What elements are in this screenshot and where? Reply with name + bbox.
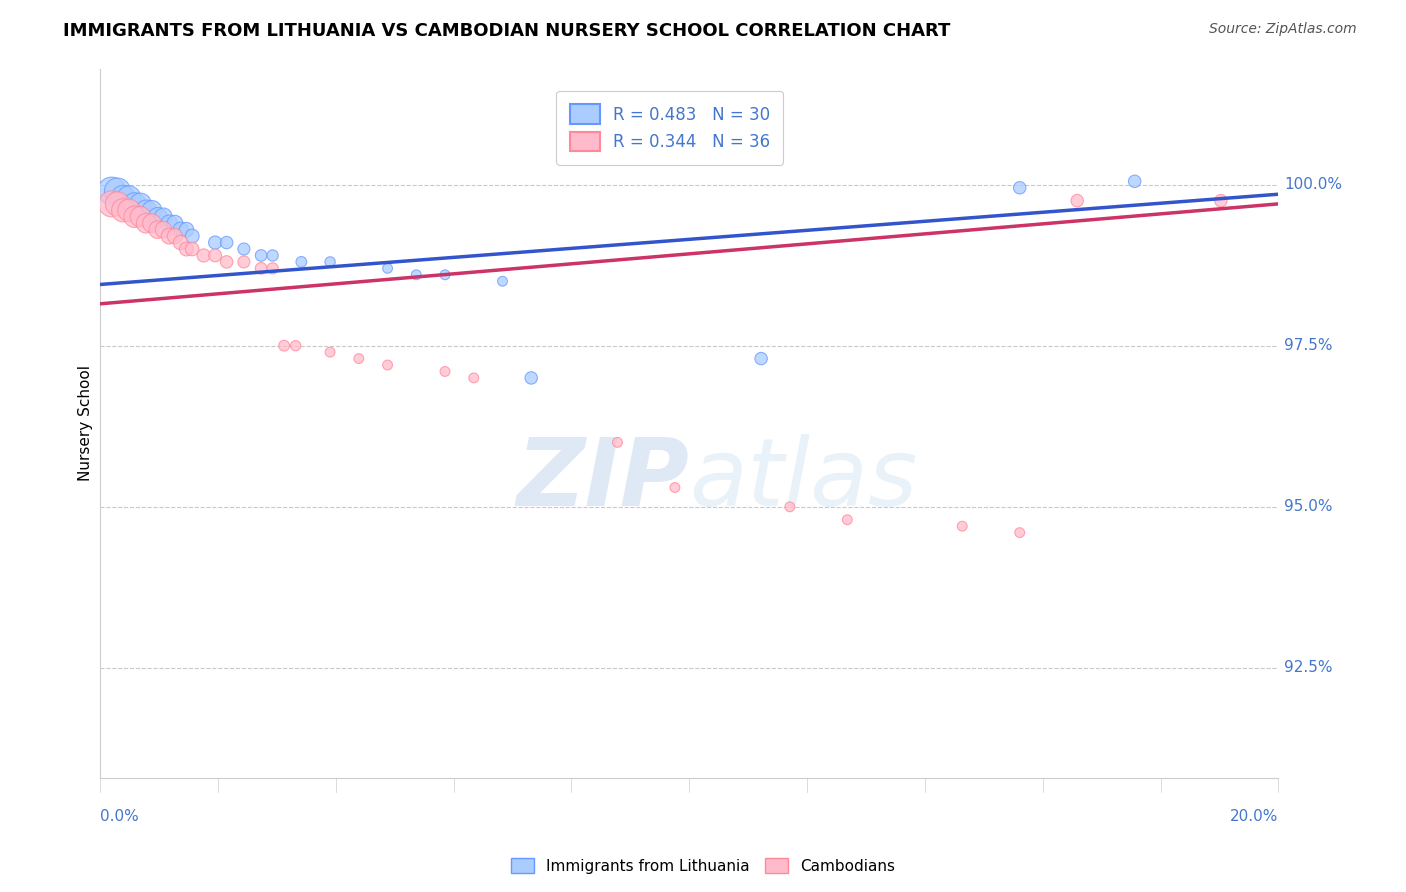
Point bbox=[163, 229, 186, 244]
Point bbox=[100, 197, 122, 211]
Point bbox=[135, 216, 157, 230]
Point bbox=[146, 210, 169, 224]
Point bbox=[606, 435, 628, 450]
Point bbox=[176, 242, 198, 256]
Point bbox=[141, 216, 163, 230]
Legend: R = 0.483   N = 30, R = 0.344   N = 36: R = 0.483 N = 30, R = 0.344 N = 36 bbox=[557, 91, 783, 164]
Legend: Immigrants from Lithuania, Cambodians: Immigrants from Lithuania, Cambodians bbox=[505, 852, 901, 880]
Point bbox=[118, 190, 141, 204]
Point bbox=[749, 351, 772, 366]
Point bbox=[135, 203, 157, 218]
Point bbox=[112, 203, 135, 218]
Point bbox=[215, 235, 238, 250]
Point bbox=[107, 197, 129, 211]
Point bbox=[319, 255, 342, 269]
Point bbox=[319, 345, 342, 359]
Point bbox=[284, 339, 307, 353]
Point bbox=[129, 197, 152, 211]
Text: 92.5%: 92.5% bbox=[1284, 660, 1333, 675]
Text: 97.5%: 97.5% bbox=[1284, 338, 1333, 353]
Point bbox=[152, 222, 174, 236]
Point bbox=[163, 216, 186, 230]
Point bbox=[290, 255, 312, 269]
Point bbox=[1209, 194, 1232, 208]
Text: 100.0%: 100.0% bbox=[1284, 177, 1343, 192]
Point bbox=[181, 229, 204, 244]
Point bbox=[100, 184, 122, 198]
Point bbox=[262, 261, 284, 276]
Point bbox=[1123, 174, 1146, 188]
Text: ZIP: ZIP bbox=[516, 434, 689, 525]
Point bbox=[950, 519, 973, 533]
Point bbox=[215, 255, 238, 269]
Point bbox=[157, 229, 180, 244]
Point bbox=[141, 203, 163, 218]
Point bbox=[250, 261, 273, 276]
Point bbox=[124, 210, 146, 224]
Text: Source: ZipAtlas.com: Source: ZipAtlas.com bbox=[1209, 22, 1357, 37]
Point bbox=[204, 235, 226, 250]
Point bbox=[170, 222, 193, 236]
Point bbox=[112, 190, 135, 204]
Point bbox=[1066, 194, 1088, 208]
Point bbox=[520, 371, 543, 385]
Text: 95.0%: 95.0% bbox=[1284, 500, 1333, 515]
Point bbox=[107, 184, 129, 198]
Point bbox=[181, 242, 204, 256]
Text: atlas: atlas bbox=[689, 434, 918, 525]
Point bbox=[377, 358, 399, 372]
Point bbox=[779, 500, 801, 514]
Point bbox=[837, 513, 859, 527]
Point bbox=[664, 481, 686, 495]
Point bbox=[347, 351, 370, 366]
Point bbox=[176, 222, 198, 236]
Y-axis label: Nursery School: Nursery School bbox=[79, 365, 93, 481]
Point bbox=[170, 235, 193, 250]
Point bbox=[1008, 525, 1031, 540]
Point bbox=[232, 255, 254, 269]
Point bbox=[434, 364, 457, 378]
Text: IMMIGRANTS FROM LITHUANIA VS CAMBODIAN NURSERY SCHOOL CORRELATION CHART: IMMIGRANTS FROM LITHUANIA VS CAMBODIAN N… bbox=[63, 22, 950, 40]
Point bbox=[232, 242, 254, 256]
Point bbox=[1008, 181, 1031, 195]
Point bbox=[262, 248, 284, 262]
Text: 0.0%: 0.0% bbox=[100, 809, 139, 824]
Text: 20.0%: 20.0% bbox=[1230, 809, 1278, 824]
Point bbox=[405, 268, 427, 282]
Point bbox=[129, 210, 152, 224]
Point bbox=[491, 274, 513, 288]
Point bbox=[434, 268, 457, 282]
Point bbox=[146, 222, 169, 236]
Point bbox=[152, 210, 174, 224]
Point bbox=[273, 339, 295, 353]
Point bbox=[204, 248, 226, 262]
Point bbox=[124, 197, 146, 211]
Point bbox=[193, 248, 215, 262]
Point bbox=[118, 203, 141, 218]
Point bbox=[463, 371, 485, 385]
Point bbox=[250, 248, 273, 262]
Point bbox=[157, 216, 180, 230]
Point bbox=[377, 261, 399, 276]
